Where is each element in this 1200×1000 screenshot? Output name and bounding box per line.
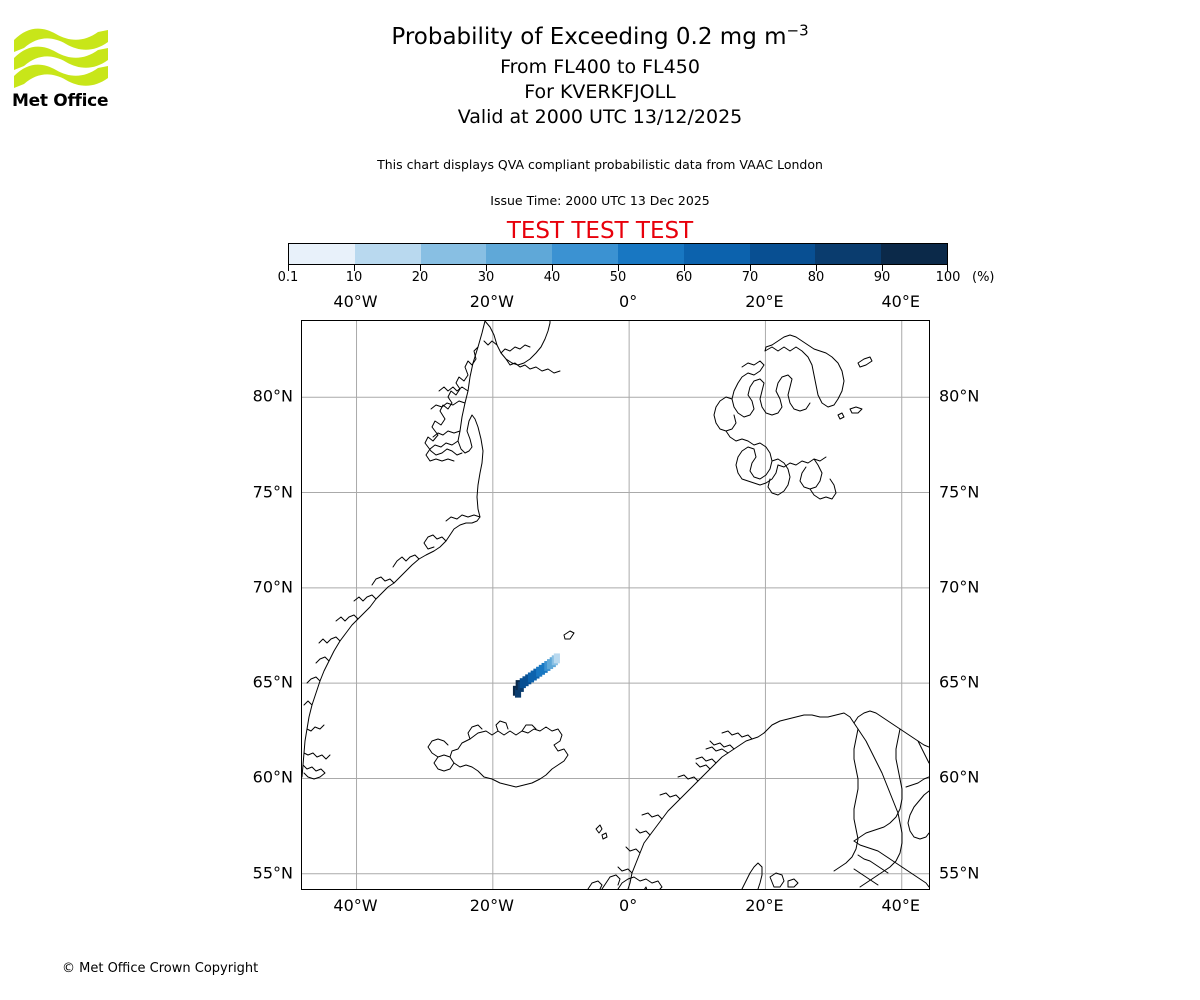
plume-cell-17: [553, 653, 560, 664]
colorbar-tick-labels: 0.1 10 20 30 40 50 60 70 80 90 100: [278, 270, 961, 288]
colorbar-tick-label-0.1: 0.1: [277, 270, 299, 285]
colorbar-tick-label-70: 70: [741, 270, 759, 285]
page-title-text: Probability of Exceeding 0.2 mg m: [391, 24, 787, 50]
colorbar-tick-10: [354, 265, 356, 271]
colorbar-tick-0.1: [288, 265, 290, 271]
colorbar-tick-label-10: 10: [345, 270, 363, 285]
lat-label-left-60°N: 60°N: [252, 767, 293, 787]
lon-label-bottom-0°: 0°: [619, 896, 638, 915]
lat-label-right-55°N: 55°N: [939, 863, 980, 883]
colorbar-tick-label-90: 90: [873, 270, 891, 285]
lat-label-left-70°N: 70°N: [252, 577, 293, 597]
lon-label-bottom-40°W: 40°W: [333, 896, 378, 915]
lon-label-bottom-20°W: 20°W: [469, 896, 514, 915]
met-office-logo: Met Office: [12, 24, 132, 114]
map-gridlines: [302, 321, 929, 889]
flight-level-subtitle: From FL400 to FL450: [500, 56, 700, 78]
issue-time: Issue Time: 2000 UTC 13 Dec 2025: [490, 193, 710, 208]
colorbar-band-7: [749, 244, 816, 264]
colorbar-tick-90: [882, 265, 884, 271]
test-watermark: TEST TEST TEST: [506, 218, 694, 244]
lon-label-bottom-20°E: 20°E: [745, 896, 784, 915]
lat-label-left-55°N: 55°N: [252, 863, 293, 883]
colorbar-tick-70: [750, 265, 752, 271]
page-title: Probability of Exceeding 0.2 mg m−3: [0, 23, 1200, 50]
ash-plume: [512, 653, 560, 698]
volcano-subtitle: For KVERKFJOLL: [524, 81, 676, 103]
lat-label-right-80°N: 80°N: [939, 386, 980, 406]
lat-label-left-75°N: 75°N: [252, 482, 293, 502]
colorbar-ticks: [288, 265, 948, 272]
colorbar-band-3: [486, 244, 553, 264]
colorbar-band-4: [552, 244, 618, 264]
lon-label-top-40°W: 40°W: [333, 292, 378, 311]
lat-label-right-70°N: 70°N: [939, 577, 980, 597]
coastlines: [302, 321, 929, 889]
colorbar-tick-60: [684, 265, 686, 271]
colorbar-tick-label-80: 80: [807, 270, 825, 285]
lon-label-bottom-40°E: 40°E: [881, 896, 920, 915]
colorbar-tick-20: [420, 265, 422, 271]
lon-label-top-20°E: 20°E: [745, 292, 784, 311]
lat-label-right-75°N: 75°N: [939, 482, 980, 502]
met-office-logo-text: Met Office: [12, 91, 109, 111]
map-canvas: [301, 320, 930, 890]
colorbar-band-6: [683, 244, 750, 264]
colorbar-band-9: [881, 244, 947, 264]
colorbar-unit-label: (%): [972, 270, 995, 285]
lon-label-top-20°W: 20°W: [469, 292, 514, 311]
lat-label-left-80°N: 80°N: [252, 386, 293, 406]
lon-label-top-0°: 0°: [619, 292, 638, 311]
colorbar-tick-50: [618, 265, 620, 271]
lon-label-top-40°E: 40°E: [881, 292, 920, 311]
colorbar-tick-30: [486, 265, 488, 271]
colorbar-band-2: [420, 244, 487, 264]
lat-label-right-65°N: 65°N: [939, 672, 980, 692]
map-graphic: [302, 321, 929, 889]
lat-label-left-65°N: 65°N: [252, 672, 293, 692]
colorbar-tick-40: [552, 265, 554, 271]
colorbar-tick-label-30: 30: [477, 270, 495, 285]
valid-time-subtitle: Valid at 2000 UTC 13/12/2025: [457, 106, 743, 128]
chart-meta-block: This chart displays QVA compliant probab…: [0, 157, 1200, 244]
colorbar-tick-80: [816, 265, 818, 271]
colorbar-band-5: [617, 244, 684, 264]
colorbar-tick-label-40: 40: [543, 270, 561, 285]
colorbar-bands: [288, 243, 948, 265]
plume-cell-1: [514, 687, 522, 698]
colorbar-band-1: [354, 244, 421, 264]
chart-title-block: Probability of Exceeding 0.2 mg m−3 From…: [0, 23, 1200, 133]
colorbar-tick-label-20: 20: [411, 270, 429, 285]
page-title-exponent: −3: [786, 21, 809, 40]
met-office-logo-mark: [14, 28, 108, 88]
lat-label-right-60°N: 60°N: [939, 767, 980, 787]
colorbar-tick-label-50: 50: [609, 270, 627, 285]
probability-colorbar: 0.1 10 20 30 40 50 60 70 80 90 100: [278, 243, 960, 285]
colorbar-band-8: [815, 244, 882, 264]
compliance-note: This chart displays QVA compliant probab…: [377, 157, 823, 172]
colorbar-tick-label-100: 100: [935, 270, 961, 285]
colorbar-tick-100: [946, 265, 948, 271]
colorbar-band-0: [289, 244, 355, 264]
copyright-footer: © Met Office Crown Copyright: [62, 961, 259, 976]
colorbar-tick-label-60: 60: [675, 270, 693, 285]
